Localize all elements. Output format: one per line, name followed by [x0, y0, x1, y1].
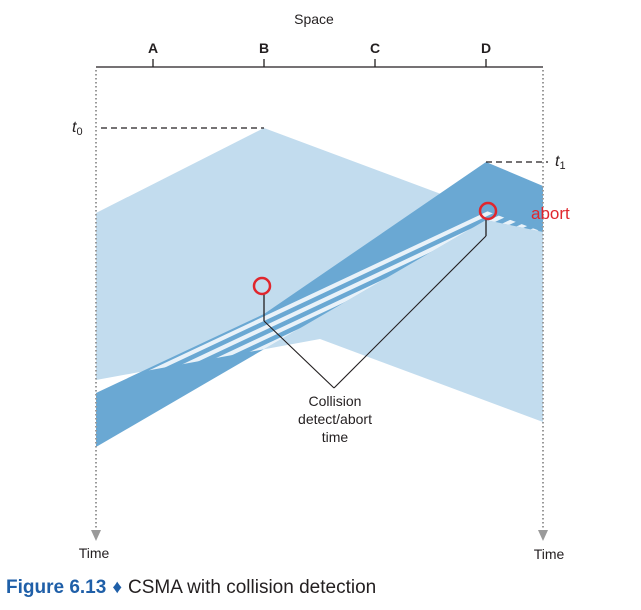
node-d-signal-region — [96, 162, 543, 447]
figure-caption: Figure 6.13 ♦ CSMA with collision detectio… — [6, 576, 376, 600]
time-label-left: Time — [79, 545, 110, 561]
collision-label-line-2: detect/abort — [298, 411, 372, 427]
node-label-b: B — [259, 40, 269, 56]
collision-stripe — [96, 194, 543, 410]
space-label: Space — [294, 11, 334, 27]
collision-stripe — [96, 185, 543, 400]
collision-detect-circle-b — [252, 276, 272, 296]
t0-label: t0 — [72, 119, 83, 138]
node-label-c: C — [370, 40, 380, 56]
node-label-d: D — [481, 40, 491, 56]
t1-label: t1 — [555, 153, 566, 172]
figure-number: Figure 6.13 — [6, 577, 107, 598]
abort-label: abort — [531, 204, 570, 223]
time-label-right: Time — [534, 546, 565, 562]
collision-detect-circle-d — [478, 201, 498, 221]
collision-label-line-1: Collision — [309, 393, 362, 409]
collision-pointer-d — [333, 235, 487, 389]
time-axis-left-arrow-icon — [91, 530, 101, 541]
caption-separator-icon: ♦ — [112, 577, 123, 598]
collision-pointer-b — [263, 320, 335, 389]
caption-text: CSMA with collision detection — [128, 577, 377, 598]
node-label-a: A — [148, 40, 158, 56]
collision-label-line-3: time — [322, 429, 349, 445]
time-axis-right-arrow-icon — [538, 530, 548, 541]
